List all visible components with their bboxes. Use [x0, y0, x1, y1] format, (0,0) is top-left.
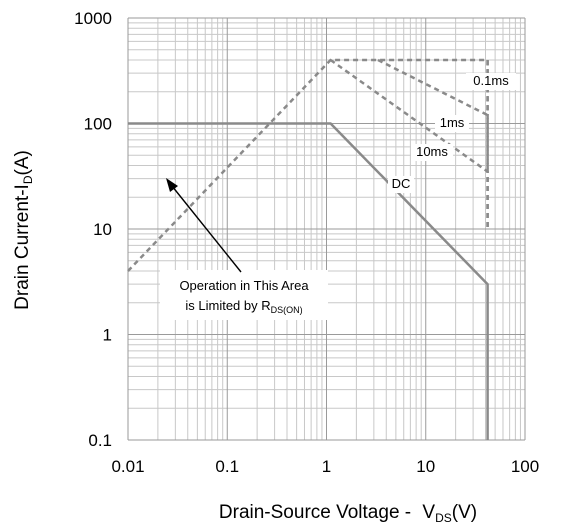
curves [127, 58, 489, 440]
series-line-dc [128, 122, 489, 440]
series-label-bg-0-1ms [466, 73, 516, 90]
y-tick-label: 100 [84, 115, 112, 134]
y-tick-label: 1 [103, 326, 112, 345]
x-tick-label: 0.1 [215, 457, 239, 476]
annotation-line2: is Limited by RDS(ON) [185, 298, 302, 315]
annotation-arrow [166, 178, 242, 273]
x-axis-title: Drain-Source Voltage - VDS(V) [219, 502, 477, 525]
series-label-0-1ms: 0.1ms [473, 73, 509, 88]
y-tick-label: 10 [93, 220, 112, 239]
series-label-bg-dc [388, 176, 414, 193]
series-line-0-1ms [377, 58, 489, 172]
series-label-10ms: 10ms [416, 144, 448, 159]
series-line-1ms [329, 58, 489, 229]
x-tick-label: 1 [322, 457, 331, 476]
series-label-1ms: 1ms [440, 115, 465, 130]
annotation-line1: Operation in This Area [179, 278, 309, 293]
tick-labels: 0.01 0.1 1 10 100 1000 100 10 1 0.1 [74, 9, 539, 476]
y-tick-label: 1000 [74, 9, 112, 28]
annotation-box [160, 270, 328, 320]
grid [127, 17, 526, 441]
curve-labels: DC 10ms 1ms 0.1ms [388, 73, 516, 193]
series-label-bg-10ms [411, 144, 453, 161]
x-tick-label: 10 [416, 457, 435, 476]
x-tick-label: 100 [511, 457, 539, 476]
x-tick-label: 0.01 [111, 457, 144, 476]
series-label-dc: DC [392, 176, 411, 191]
y-axis-title: Drain Current-ID(A) [12, 150, 35, 310]
y-tick-label: 0.1 [88, 431, 112, 450]
series-label-bg-1ms [435, 115, 469, 132]
